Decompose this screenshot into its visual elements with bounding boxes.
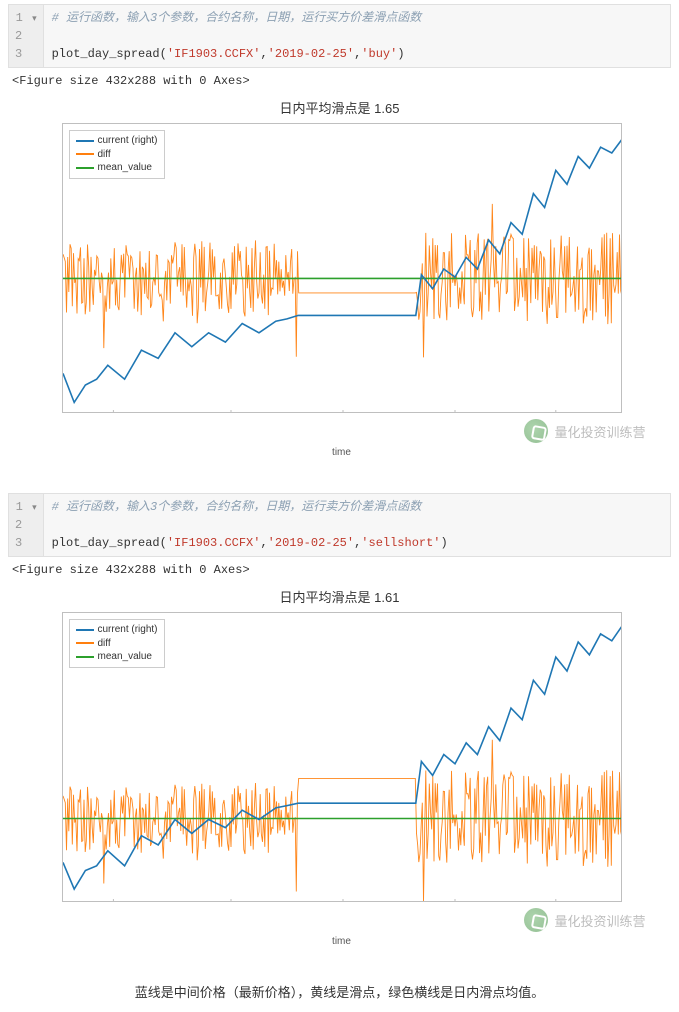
ytick-left: 40 [62,618,63,629]
code-comment: # 运行函数，输入3个参数，合约名称，日期，运行卖方价差滑点函数 [52,500,422,514]
chart-1-legend: current (right) diff mean_value [69,130,165,179]
legend-current: current (right) [98,134,158,148]
chart-2-box: current (right) diff mean_value □10 0 10 20… [20,608,660,954]
code-cell-2: 1 ▾ 2 3 # 运行函数，输入3个参数，合约名称，日期，运行卖方价差滑点函数… [8,493,671,557]
chart-1: 日内平均滑点是 1.65 current (right) diff mean_v… [10,98,670,469]
ytick-left: □10 [62,872,63,883]
legend-mean: mean_value [98,650,152,664]
chart-1-xlabel: time [332,447,351,458]
watermark-text: 量化投资训练营 [554,911,645,930]
code-body-2[interactable]: # 运行函数，输入3个参数，合约名称，日期，运行卖方价差滑点函数 plot_da… [44,494,670,556]
ytick-left: □10 [62,332,63,343]
code-func: plot_day_spread [52,47,160,61]
ytick-left: 10 [62,230,63,241]
chart-1-plot-area: current (right) diff mean_value □20 □10 0 1… [62,123,622,413]
ytick-left: □20 [62,383,63,394]
chart-2-plot-area: current (right) diff mean_value □10 0 10 20… [62,612,622,902]
watermark-1: 量化投资训练营 [524,419,645,443]
watermark-2: 量化投资训练营 [524,908,645,932]
code-body-1[interactable]: # 运行函数，输入3个参数，合约名称，日期，运行买方价差滑点函数 plot_da… [44,5,670,67]
code-comment: # 运行函数，输入3个参数，合约名称，日期，运行买方价差滑点函数 [52,11,422,25]
watermark-text: 量化投资训练营 [554,422,645,441]
legend-diff: diff [98,637,111,651]
code-gutter: 1 ▾ 2 3 [9,494,44,556]
code-cell-1: 1 ▾ 2 3 # 运行函数，输入3个参数，合约名称，日期，运行买方价差滑点函数… [8,4,671,68]
chart-2: 日内平均滑点是 1.61 current (right) diff mean_v… [10,587,670,958]
chart-2-title: 日内平均滑点是 1.61 [10,587,670,606]
footer-caption: 蓝线是中间价格（最新价格），黄线是滑点，绿色横线是日内滑点均值。 [8,982,671,1001]
chart-2-xlabel: time [332,936,351,947]
ytick-left: 20 [62,719,63,730]
legend-mean: mean_value [98,161,152,175]
legend-current: current (right) [98,623,158,637]
code-func: plot_day_spread [52,536,160,550]
ytick-left: 30 [62,669,63,680]
chart-2-legend: current (right) diff mean_value [69,619,165,668]
ytick-left: 20 [62,180,63,191]
code-gutter: 1 ▾ 2 3 [9,5,44,67]
chart-1-box: current (right) diff mean_value □20 □10 0 1… [20,119,660,465]
watermark-icon [524,419,548,443]
output-text-1: <Figure size 432x288 with 0 Axes> [12,74,667,88]
ytick-left: 10 [62,770,63,781]
legend-diff: diff [98,148,111,162]
output-text-2: <Figure size 432x288 with 0 Axes> [12,563,667,577]
watermark-icon [524,908,548,932]
ytick-left: 0 [62,281,63,292]
ytick-left: 0 [62,821,63,832]
chart-1-title: 日内平均滑点是 1.65 [10,98,670,117]
ytick-left: 30 [62,129,63,140]
